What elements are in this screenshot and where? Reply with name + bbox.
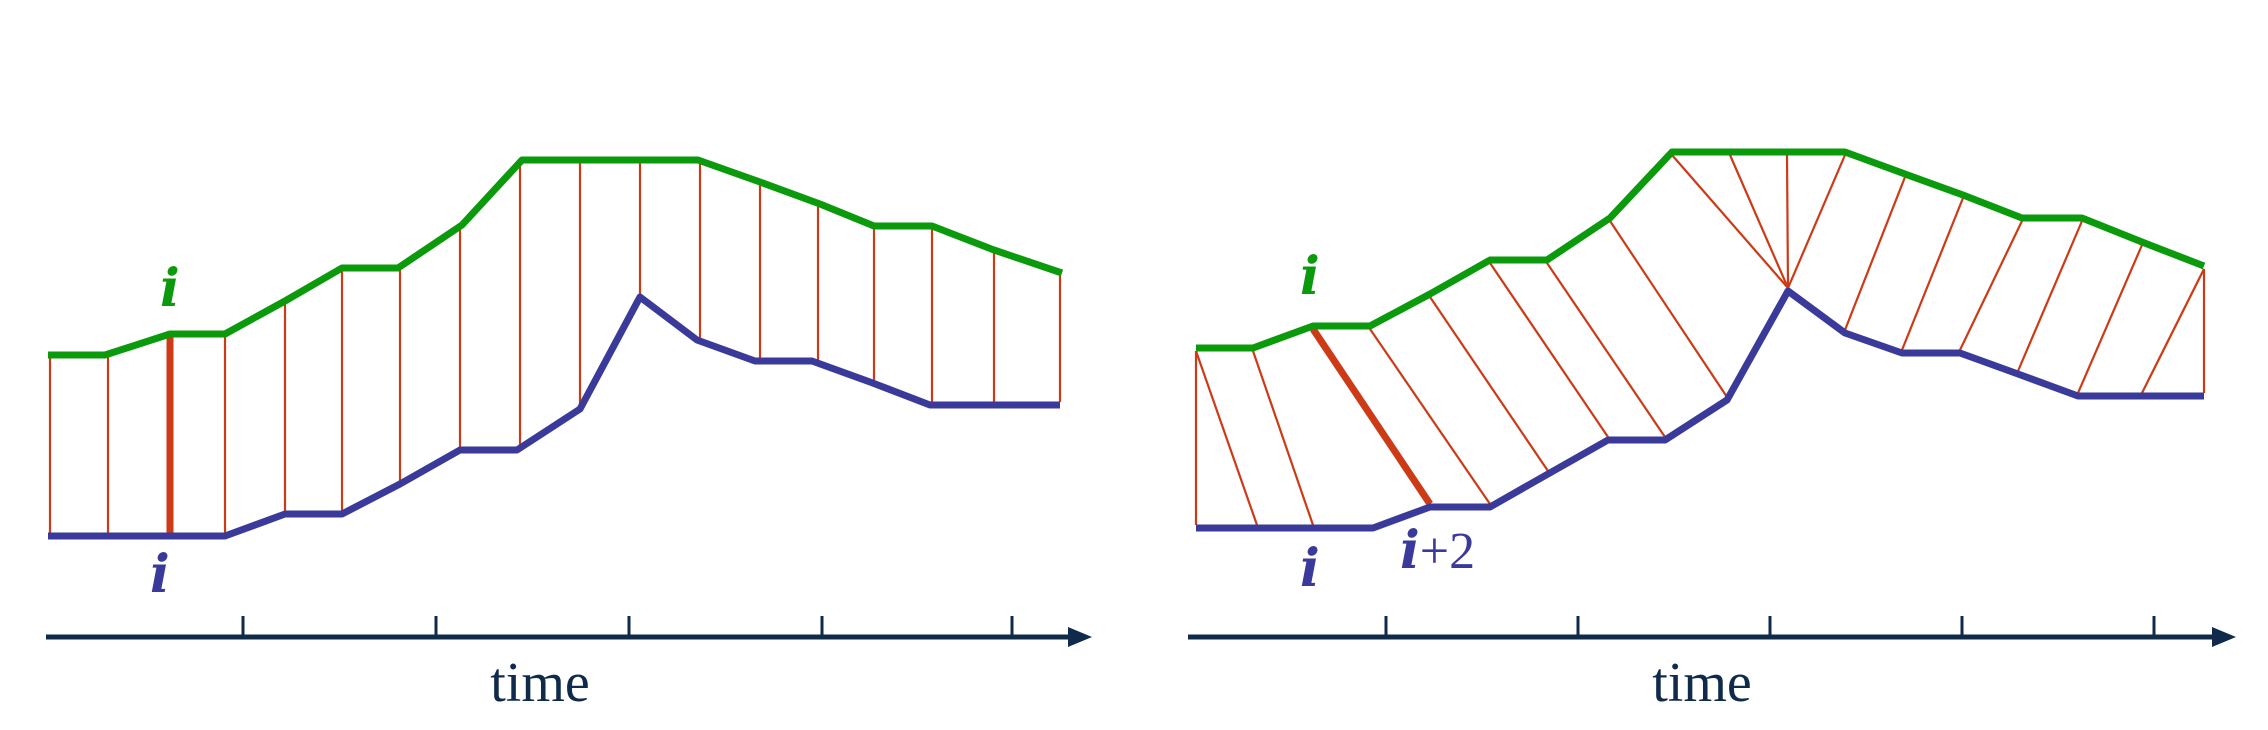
left-bottom-label: i	[150, 544, 170, 605]
highlighted-link	[1310, 327, 1433, 506]
right-axis-arrowhead	[2212, 627, 2236, 647]
correspondence-link	[1546, 262, 1666, 438]
correspondence-link	[2141, 268, 2205, 394]
correspondence-link	[1959, 220, 2023, 351]
left-correspondence-lines	[48, 163, 1062, 533]
right-bottom-polyline	[1196, 287, 2204, 532]
left-top-label: i	[160, 258, 180, 319]
left-bottom-polyline	[48, 293, 1060, 540]
correspondence-link	[1609, 220, 1728, 398]
correspondence-link	[1785, 154, 1790, 289]
right-panel: i i i+2 time	[1188, 148, 2236, 714]
correspondence-link	[1489, 262, 1609, 438]
correspondence-link	[1786, 154, 1847, 289]
right-time-axis: time	[1188, 616, 2236, 714]
correspondence-link	[2076, 244, 2144, 394]
correspondence-link	[1429, 296, 1549, 472]
right-correspondence-lines	[1194, 154, 2206, 526]
correspondence-link	[1671, 154, 1789, 289]
right-bottom-label-i-plus-2: i+2	[1400, 520, 1475, 581]
left-time-axis: time	[46, 616, 1092, 714]
right-top-polyline	[1196, 148, 2206, 352]
right-axis-label: time	[1652, 652, 1752, 714]
left-axis-arrowhead	[1068, 627, 1092, 647]
correspondence-link	[1369, 328, 1491, 505]
correspondence-link	[1728, 154, 1790, 289]
correspondence-link	[2016, 220, 2084, 372]
right-bottom-label: i	[1300, 538, 1320, 599]
correspondence-link	[1843, 176, 1907, 331]
left-axis-label: time	[490, 652, 590, 714]
correspondence-link	[1251, 350, 1315, 526]
right-top-label: i	[1300, 246, 1320, 307]
correspondence-link	[1900, 197, 1965, 351]
correspondence-link	[1194, 350, 1259, 526]
left-panel: i i time	[46, 156, 1092, 714]
left-top-polyline	[48, 156, 1064, 359]
